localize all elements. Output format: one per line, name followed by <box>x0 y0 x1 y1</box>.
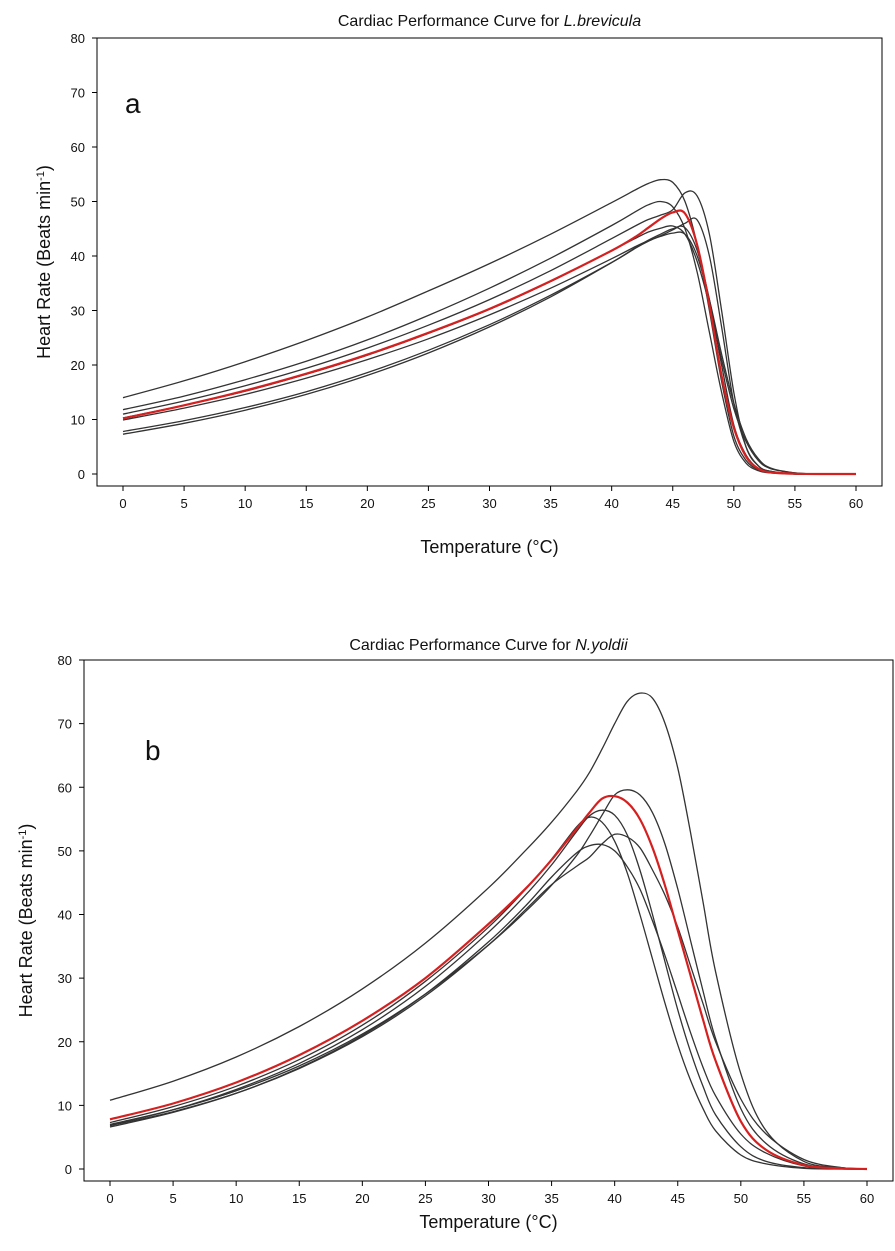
x-tick-label: 40 <box>604 496 618 511</box>
individual-curve <box>109 843 868 1170</box>
y-tick-label: 50 <box>58 844 72 859</box>
x-tick-label: 15 <box>292 1191 306 1206</box>
x-axis-label-b: Temperature (°C) <box>419 1212 557 1232</box>
x-tick-label: 0 <box>119 496 126 511</box>
x-tick-label: 45 <box>671 1191 685 1206</box>
individual-curve <box>122 217 856 475</box>
y-tick-label: 70 <box>71 86 85 101</box>
y-axis-label-main: Heart Rate (Beats min <box>34 181 54 359</box>
x-tick-label: 15 <box>299 496 313 511</box>
x-tick-label: 50 <box>734 1191 748 1206</box>
x-tick-label: 35 <box>544 1191 558 1206</box>
y-tick-label: 0 <box>65 1162 72 1177</box>
mean-curve <box>122 209 856 476</box>
x-tick-label: 55 <box>797 1191 811 1206</box>
individual-curve <box>109 692 868 1170</box>
chart-panel-a: 0 5 10 15 20 25 30 35 40 45 50 55 60 0 10 20 30 40 50 60 70 8… <box>34 13 883 557</box>
x-tick-label: 30 <box>481 1191 495 1206</box>
individual-curve <box>122 200 856 475</box>
x-tick-label: 45 <box>666 496 680 511</box>
x-tick-label: 10 <box>229 1191 243 1206</box>
y-tick-label: 40 <box>71 249 85 264</box>
y-axis-label-main: Heart Rate (Beats min <box>16 839 36 1017</box>
y-axis-label-close: ) <box>34 165 54 171</box>
x-tick-label: 55 <box>788 496 802 511</box>
y-tick-label: 10 <box>71 413 85 428</box>
y-tick-label: 40 <box>58 908 72 923</box>
y-tick-label: 50 <box>71 195 85 210</box>
chart-title-prefix: Cardiac Performance Curve for <box>338 13 564 30</box>
y-tick-label: 80 <box>58 653 72 668</box>
y-axis-label-close: ) <box>16 824 36 830</box>
individual-curve <box>109 789 868 1170</box>
individual-curve <box>109 816 868 1170</box>
mean-curve <box>109 794 868 1171</box>
y-axis-label-sup: -1 <box>17 830 29 840</box>
individual-curve <box>109 833 868 1170</box>
x-tick-label: 0 <box>106 1191 113 1206</box>
plot-frame <box>96 37 883 487</box>
panel-label-a: a <box>125 88 141 119</box>
y-axis-label-b: Heart Rate (Beats min-1) <box>16 824 36 1018</box>
chart-title-a: Cardiac Performance Curve for L.brevicul… <box>338 13 641 30</box>
x-tick-label: 35 <box>543 496 557 511</box>
y-tick-label: 0 <box>78 467 85 482</box>
y-tick-label: 60 <box>71 140 85 155</box>
y-tick-label: 10 <box>58 1098 72 1113</box>
x-tick-label: 20 <box>360 496 374 511</box>
x-tick-label: 60 <box>849 496 863 511</box>
individual-curve <box>109 809 868 1170</box>
individual-curve <box>122 190 856 475</box>
y-axis-label-sup: -1 <box>35 171 47 181</box>
x-tick-label: 60 <box>860 1191 874 1206</box>
panel-label-b: b <box>145 735 161 766</box>
y-tick-label: 20 <box>71 358 85 373</box>
x-tick-label: 5 <box>180 496 187 511</box>
x-tick-label: 5 <box>169 1191 176 1206</box>
individual-curve <box>122 231 857 475</box>
x-tick-label: 10 <box>238 496 252 511</box>
x-tick-label: 40 <box>607 1191 621 1206</box>
chart-title-b: Cardiac Performance Curve for N.yoldii <box>349 637 628 654</box>
x-tick-label: 50 <box>727 496 741 511</box>
x-axis-label-a: Temperature (°C) <box>420 537 558 557</box>
y-tick-label: 80 <box>71 31 85 46</box>
y-tick-label: 70 <box>58 717 72 732</box>
chart-panel-b: 0 5 10 15 20 25 30 35 40 45 50 55 60 0 10 20 30 40 50 60 70 8… <box>16 637 894 1232</box>
chart-title-species: L.brevicula <box>564 13 641 30</box>
y-tick-label: 20 <box>58 1035 72 1050</box>
y-tick-label: 30 <box>71 304 85 319</box>
y-axis-label-a: Heart Rate (Beats min-1) <box>34 165 54 359</box>
chart-title-prefix: Cardiac Performance Curve for <box>349 637 575 654</box>
x-tick-label: 25 <box>418 1191 432 1206</box>
y-tick-label: 30 <box>58 971 72 986</box>
y-tick-label: 60 <box>58 780 72 795</box>
x-tick-label: 30 <box>482 496 496 511</box>
chart-title-species: N.yoldii <box>575 637 628 654</box>
x-tick-label: 20 <box>355 1191 369 1206</box>
x-tick-label: 25 <box>421 496 435 511</box>
